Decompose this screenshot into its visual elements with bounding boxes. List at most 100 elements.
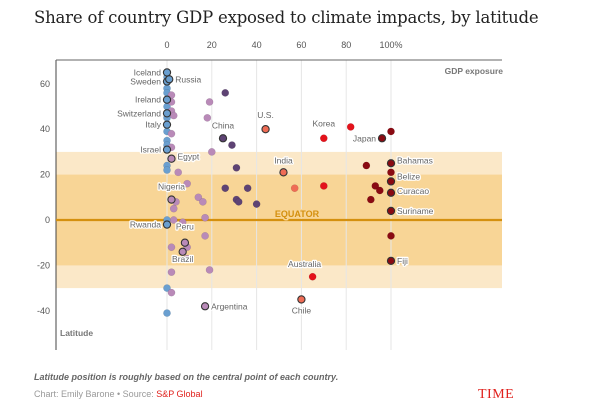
point bbox=[205, 98, 214, 106]
x-tick-label: 100% bbox=[379, 40, 402, 50]
point-label: Peru bbox=[176, 222, 194, 232]
point bbox=[183, 179, 192, 188]
chart-title: Share of country GDP exposed to climate … bbox=[34, 8, 539, 27]
axes bbox=[55, 59, 502, 350]
point bbox=[319, 182, 328, 190]
point bbox=[234, 197, 243, 206]
point bbox=[167, 243, 176, 252]
point bbox=[366, 195, 375, 204]
point-label: Suriname bbox=[397, 206, 434, 216]
point-chile bbox=[297, 295, 306, 304]
chart-note: Latitude position is roughly based on th… bbox=[34, 372, 339, 382]
x-axis-label: GDP exposure bbox=[445, 66, 504, 76]
point bbox=[346, 123, 355, 131]
point-bahamas bbox=[386, 159, 396, 168]
point bbox=[201, 232, 209, 240]
y-tick-label: 40 bbox=[40, 124, 50, 134]
point bbox=[167, 129, 176, 138]
point bbox=[169, 216, 178, 224]
point-argentina bbox=[200, 302, 210, 311]
point-label: Argentina bbox=[211, 301, 248, 311]
y-tick-labels: 60 40 20 0 -20 -40 bbox=[37, 79, 50, 316]
point-israel bbox=[162, 145, 172, 154]
point bbox=[228, 141, 236, 149]
point bbox=[169, 204, 178, 213]
point bbox=[167, 288, 176, 297]
point bbox=[178, 218, 187, 227]
point-label: India bbox=[274, 155, 293, 165]
point bbox=[183, 254, 192, 263]
equator-line: EQUATOR bbox=[56, 208, 502, 222]
point bbox=[290, 184, 299, 193]
point-korea bbox=[319, 134, 328, 143]
point bbox=[375, 186, 384, 195]
point-label: Korea bbox=[312, 118, 335, 128]
point bbox=[207, 148, 216, 156]
point bbox=[387, 232, 395, 240]
point bbox=[387, 168, 395, 177]
point bbox=[371, 182, 380, 190]
point-label: Chile bbox=[292, 305, 312, 315]
x-tick-label: 60 bbox=[296, 40, 306, 50]
point bbox=[174, 168, 183, 177]
y-tick-label: -40 bbox=[37, 306, 50, 316]
point-label: Italy bbox=[145, 120, 161, 130]
point bbox=[362, 161, 371, 170]
source-link[interactable]: S&P Global bbox=[156, 389, 203, 399]
y-tick-label: 0 bbox=[45, 215, 50, 225]
point-label: Switzerland bbox=[117, 108, 161, 118]
point-curacao bbox=[386, 188, 396, 197]
point-label: Egypt bbox=[177, 152, 199, 162]
data-points bbox=[162, 68, 396, 317]
point-peru bbox=[180, 238, 190, 247]
point-label: Bahamas bbox=[397, 155, 433, 165]
point bbox=[167, 268, 176, 277]
point-label: Rwanda bbox=[130, 220, 161, 230]
point-italy bbox=[162, 120, 172, 129]
point-label: Israel bbox=[140, 145, 161, 155]
point-fiji bbox=[386, 256, 396, 266]
point-label: Russia bbox=[175, 74, 201, 84]
point bbox=[198, 197, 207, 206]
point bbox=[163, 166, 171, 174]
point-india bbox=[279, 168, 288, 177]
point bbox=[201, 213, 209, 222]
point-label: U.S. bbox=[257, 110, 274, 120]
point-suriname bbox=[386, 206, 396, 216]
point bbox=[194, 193, 203, 202]
y-axis-label: Latitude bbox=[60, 328, 93, 338]
point-brazil bbox=[178, 247, 187, 256]
chart-credit: Chart: Emily Barone • Source: S&P Global bbox=[34, 389, 203, 399]
point bbox=[205, 266, 214, 274]
point-label: Australia bbox=[288, 259, 321, 269]
point-label: Iceland bbox=[134, 67, 162, 77]
point-australia bbox=[308, 272, 317, 281]
y-tick-label: 60 bbox=[40, 79, 50, 89]
x-tick-label: 40 bbox=[252, 40, 262, 50]
point-label: Sweden bbox=[130, 77, 161, 87]
point bbox=[221, 184, 230, 193]
point-label: Ireland bbox=[135, 95, 161, 105]
point-iceland bbox=[162, 68, 172, 77]
point bbox=[232, 163, 241, 172]
point-russia bbox=[165, 75, 174, 84]
point bbox=[169, 111, 178, 120]
x-tick-label: 80 bbox=[341, 40, 351, 50]
point bbox=[203, 114, 212, 122]
scatter-chart: 0 20 40 60 80 100% 60 40 20 0 -20 -40 EQUATOR Icel… bbox=[37, 40, 504, 350]
point bbox=[221, 89, 230, 97]
point-ireland bbox=[162, 95, 172, 104]
point-japan bbox=[377, 134, 387, 143]
point-label: Nigeria bbox=[158, 182, 185, 192]
point-label: Brazil bbox=[172, 254, 193, 264]
point bbox=[252, 200, 261, 208]
point-label: Fiji bbox=[397, 256, 408, 266]
x-tick-label: 20 bbox=[207, 40, 217, 50]
x-tick-labels: 0 20 40 60 80 100% bbox=[164, 40, 402, 50]
point bbox=[387, 127, 395, 136]
point bbox=[163, 284, 171, 292]
x-tick-label: 0 bbox=[164, 40, 169, 50]
y-tick-label: 20 bbox=[40, 170, 50, 180]
point bbox=[243, 184, 252, 193]
